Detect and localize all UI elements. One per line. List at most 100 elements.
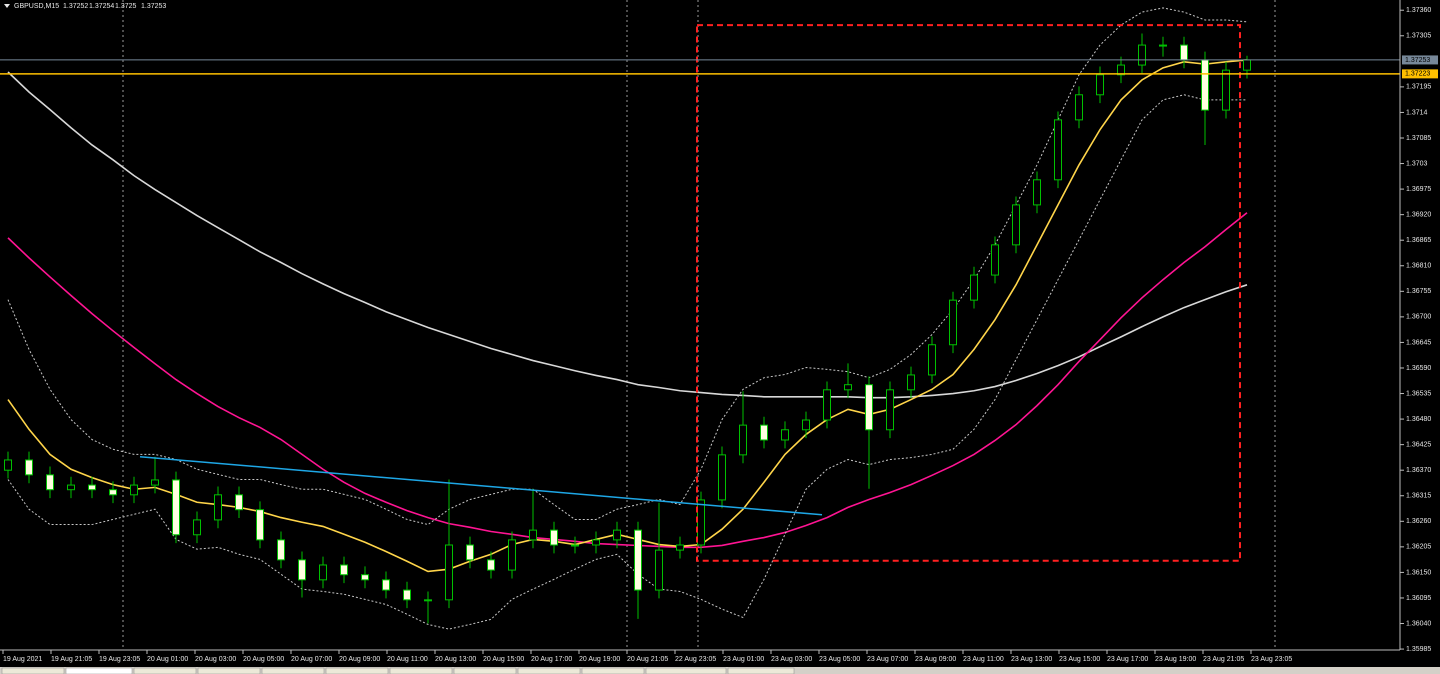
candle-body <box>88 484 96 491</box>
price-label-box <box>1402 55 1438 65</box>
symbol-title: GBPUSD,M15 <box>14 3 59 10</box>
quote: 1.37252 1.37254 1.3725 1.37253 <box>63 3 166 10</box>
x-tick-label: 23 Aug 19:00 <box>1155 656 1196 663</box>
candle-body <box>235 494 243 511</box>
candle-body <box>67 484 75 491</box>
tab[interactable] <box>261 667 325 674</box>
quote-value: 1.37254 <box>89 3 114 10</box>
candle-body <box>1054 119 1062 181</box>
candle-body <box>1033 179 1041 206</box>
y-tick-label: 1.36150 <box>1406 569 1431 576</box>
candle-body <box>1117 64 1125 76</box>
x-tick-label: 20 Aug 15:00 <box>483 656 524 663</box>
x-tick-label: 23 Aug 09:00 <box>915 656 956 663</box>
tab[interactable] <box>517 667 581 674</box>
candle-body <box>844 384 852 391</box>
y-tick-label: 1.36370 <box>1406 467 1431 474</box>
tab[interactable] <box>727 667 795 674</box>
candle-body <box>172 479 180 536</box>
y-tick-label: 1.36040 <box>1406 620 1431 627</box>
y-tick-label: 1.36645 <box>1406 339 1431 346</box>
candle-body <box>445 544 453 601</box>
x-tick-label: 23 Aug 21:05 <box>1203 656 1244 663</box>
price-label: 1.37253 <box>1405 57 1430 64</box>
candle-body <box>340 564 348 576</box>
x-tick-label: 23 Aug 15:00 <box>1059 656 1100 663</box>
candle-body <box>949 299 957 346</box>
candle-body <box>25 459 33 476</box>
y-tick-label: 1.36315 <box>1406 493 1431 500</box>
candle-body <box>46 474 54 491</box>
candle-body <box>634 529 642 591</box>
moving-average <box>7 71 1248 399</box>
y-tick-label: 1.37360 <box>1406 7 1431 14</box>
x-tick-label: 23 Aug 11:00 <box>963 656 1004 663</box>
candle-body <box>1096 74 1104 96</box>
y-tick-label: 1.36590 <box>1406 365 1431 372</box>
candle-body <box>256 509 264 541</box>
candle-body <box>802 419 810 431</box>
candle-body <box>1075 94 1083 121</box>
candle-body <box>109 489 117 496</box>
candle-body <box>550 529 558 546</box>
x-tick-label: 20 Aug 13:00 <box>435 656 476 663</box>
candle-body <box>277 539 285 561</box>
y-tick-label: 1.36205 <box>1406 544 1431 551</box>
candle-body <box>865 384 873 431</box>
y-tick-label: 1.36975 <box>1406 186 1431 193</box>
y-tick-label: 1.37085 <box>1406 135 1431 142</box>
tab[interactable] <box>1 667 65 674</box>
candle-body <box>1159 44 1167 47</box>
candle-body <box>214 494 222 521</box>
x-tick-label: 23 Aug 01:00 <box>723 656 764 663</box>
candle-body <box>1201 59 1209 111</box>
tab[interactable] <box>325 667 389 674</box>
candle-body <box>571 544 579 547</box>
candle-body <box>1012 204 1020 246</box>
y-tick-label: 1.36810 <box>1406 263 1431 270</box>
candle-body <box>508 539 516 571</box>
moving-average <box>7 212 1248 549</box>
candle-body <box>823 389 831 421</box>
candle-body <box>718 454 726 501</box>
tab[interactable] <box>453 667 517 674</box>
quote-value: 1.37252 <box>63 3 88 10</box>
y-tick-label: 1.36095 <box>1406 595 1431 602</box>
x-tick-label: 23 Aug 23:05 <box>1251 656 1292 663</box>
quote-value: 1.3725 <box>115 3 137 10</box>
candle-body <box>151 479 159 486</box>
x-tick-label: 20 Aug 05:00 <box>243 656 284 663</box>
y-tick-label: 1.36535 <box>1406 390 1431 397</box>
tab[interactable] <box>133 667 197 674</box>
tab[interactable] <box>389 667 453 674</box>
tab-active[interactable] <box>65 667 133 674</box>
highlight-rectangle <box>696 24 1241 562</box>
candle-body <box>697 499 705 546</box>
y-tick-label: 1.36700 <box>1406 314 1431 321</box>
tab[interactable] <box>197 667 261 674</box>
candle-body <box>361 574 369 581</box>
candle-body <box>1243 59 1251 71</box>
tab[interactable] <box>645 667 727 674</box>
x-tick-label: 19 Aug 2021 <box>3 656 42 663</box>
x-tick-label: 19 Aug 23:05 <box>99 656 140 663</box>
candle-body <box>382 579 390 591</box>
menu-arrow[interactable] <box>4 4 10 8</box>
x-tick-label: 20 Aug 11:00 <box>387 656 428 663</box>
tab[interactable] <box>581 667 645 674</box>
candle-body <box>529 529 537 541</box>
candle-body <box>676 544 684 551</box>
candle-body <box>1222 69 1230 111</box>
y-tick-label: 1.3703 <box>1406 160 1428 167</box>
price-label-box <box>1402 69 1438 79</box>
x-tick-label: 20 Aug 01:00 <box>147 656 188 663</box>
x-tick-label: 20 Aug 07:00 <box>291 656 332 663</box>
candle-body <box>886 389 894 431</box>
candle-body <box>991 244 999 276</box>
x-tick-label: 23 Aug 07:00 <box>867 656 908 663</box>
candle-body <box>760 424 768 441</box>
x-tick-label: 20 Aug 21:05 <box>627 656 668 663</box>
